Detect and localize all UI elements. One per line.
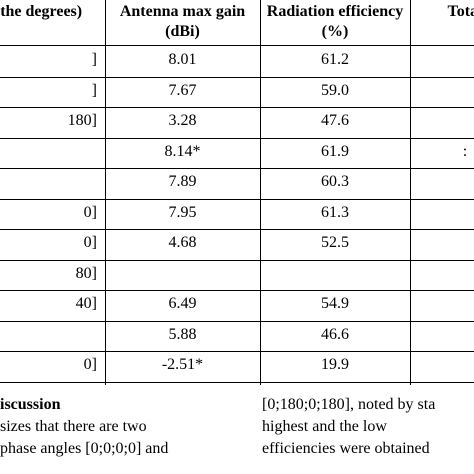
table-cell: 80]: [75, 264, 97, 282]
section-heading: iscussion: [0, 396, 61, 413]
row-rule: [0, 77, 474, 78]
table-cell: 4.68: [168, 234, 197, 251]
table-cell: 0]: [83, 356, 97, 373]
table-cell: 6.49: [168, 295, 197, 312]
table-cell: 52.5: [321, 234, 349, 251]
table-cell: 61.2: [321, 51, 349, 68]
table-cell: 5.88: [168, 325, 197, 343]
body-line: phase angles [0;0;0;0] and: [0, 440, 169, 457]
table-cell: 8.14*: [164, 142, 201, 160]
body-line: efficiencies were obtained: [262, 440, 430, 457]
table-cell: 59.0: [321, 81, 349, 99]
table-cell: 180]: [67, 112, 97, 129]
table-cell: 7.95: [168, 203, 197, 221]
table-cell: 8.01: [168, 51, 197, 68]
body-line: sizes that there are two: [0, 418, 147, 435]
table-cell: 61.3: [321, 203, 349, 221]
table-cell: 61.9: [321, 142, 349, 160]
body-line: [0;180;0;180], noted by sta: [262, 396, 436, 413]
table-cell: 3.28: [168, 112, 197, 129]
column-rule: [410, 0, 411, 385]
table-cell: 47.6: [321, 112, 349, 129]
row-rule: [0, 168, 474, 169]
row-rule: [0, 107, 474, 108]
table-cell: 46.6: [321, 325, 349, 343]
column-rule: [260, 0, 261, 385]
header-cell: Antenna max gain (dBi): [119, 3, 246, 40]
row-rule: [0, 382, 474, 383]
table-cell: 0]: [83, 234, 97, 251]
header-cell: Radiation efficiency (%): [266, 3, 404, 40]
table-cell: 40]: [75, 295, 97, 312]
header-cell: Total: [447, 3, 474, 20]
table-cell: -2.51*: [161, 356, 204, 373]
table-cell: 60.3: [321, 173, 349, 190]
table-cell: 0]: [83, 203, 97, 221]
row-rule: [0, 45, 474, 46]
body-line: highest and the low: [262, 418, 387, 435]
row-rule: [0, 199, 474, 200]
row-rule: [0, 290, 474, 291]
table-cell: ]: [91, 81, 97, 99]
column-rule: [105, 0, 106, 385]
row-rule: [0, 321, 474, 322]
table-cell: 7.89: [168, 173, 197, 190]
row-rule: [0, 229, 474, 230]
row-rule: [0, 260, 474, 261]
header-cell: of the degrees): [0, 3, 83, 20]
table-cell: 7.67: [168, 81, 197, 99]
row-rule: [0, 351, 474, 352]
table-cell: 54.9: [321, 295, 349, 312]
table-cell: ]: [91, 51, 97, 68]
row-rule: [0, 138, 474, 139]
table-cell: 19.9: [321, 356, 349, 373]
table-cell: :: [462, 142, 468, 160]
